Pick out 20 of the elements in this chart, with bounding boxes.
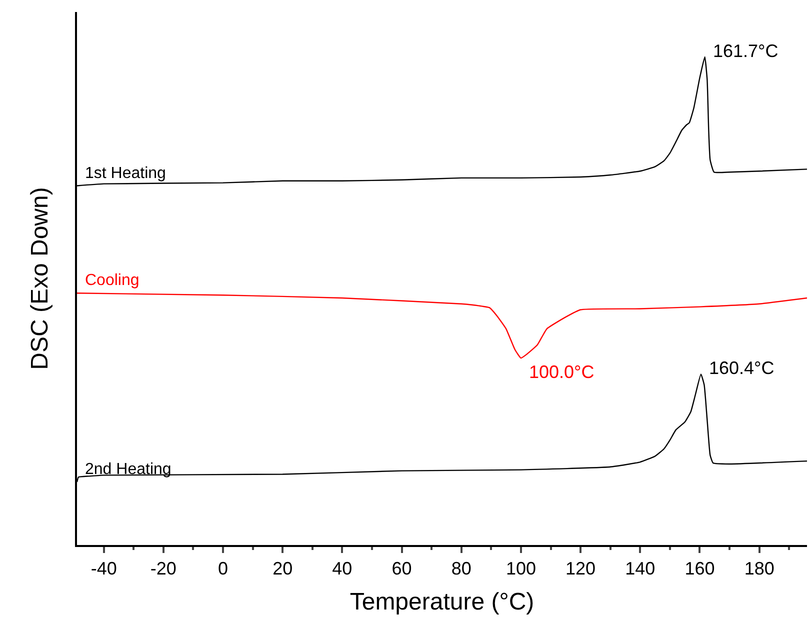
x-tick-label: 100 [506,558,536,579]
x-tick-label: 180 [744,558,774,579]
x-tick-label: 20 [272,558,293,579]
x-tick-label: -40 [90,558,117,579]
series-label: 2nd Heating [85,461,172,478]
x-axis-title: Temperature (°C) [350,588,534,616]
x-tick-label: -20 [150,558,176,579]
x-tick-label: 160 [684,558,715,579]
y-axis-title: DSC (Exo Down) [26,187,54,370]
x-tick-label: 0 [218,558,228,579]
annotation: 160.4°C [709,358,774,378]
x-tick-label: 120 [566,558,596,579]
series-label: Cooling [85,272,140,289]
annotation: 161.7°C [713,41,778,61]
series-label: 1st Heating [85,165,166,182]
x-tick-label: 60 [392,558,412,579]
x-tick-label: 80 [451,558,472,579]
annotation: 100.0°C [529,362,594,382]
x-tick-label: 140 [625,558,656,579]
x-tick-label: 40 [332,558,352,579]
